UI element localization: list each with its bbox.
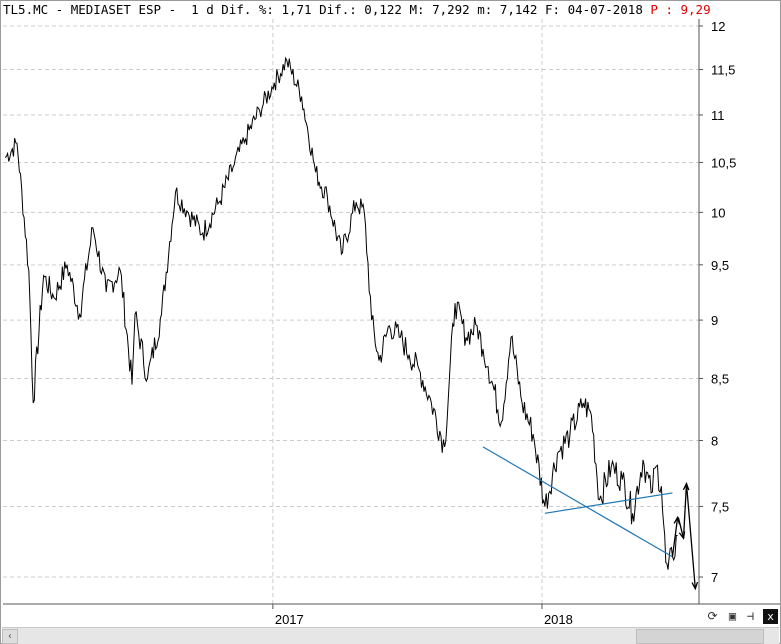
projection-arrow [685, 483, 696, 589]
y-tick-label: 9,5 [711, 258, 729, 273]
p-label: P : [650, 2, 673, 17]
arrow-layer [671, 481, 699, 591]
pin-icon[interactable]: ⊣ [746, 609, 755, 623]
close-button[interactable]: x [763, 609, 778, 624]
ticker-label: TL5.MC - MEDIASET ESP - [3, 2, 177, 17]
scroll-thumb[interactable] [636, 629, 764, 644]
horizontal-scrollbar[interactable]: ‹ [2, 627, 779, 644]
series-layer [4, 56, 678, 570]
date-value: 04-07-2018 [567, 2, 643, 17]
y-tick-label: 8,5 [711, 372, 729, 387]
max-label: M: [409, 2, 425, 17]
y-tick-label: 7 [711, 570, 718, 585]
dif-label: Dif.: [319, 2, 357, 17]
p-value: 9,29 [680, 2, 711, 17]
grid-layer [3, 19, 699, 604]
x-tick-label: 2018 [544, 612, 573, 627]
y-tick-label: 10,5 [711, 156, 736, 171]
date-label: F: [545, 2, 561, 17]
x-tick-label: 2017 [275, 612, 304, 627]
min-value: 7,142 [499, 2, 538, 17]
y-tick-label: 11 [711, 108, 725, 123]
projection-arrowhead [691, 581, 699, 591]
projection-arrow [682, 483, 688, 539]
interval-label: 1 d [191, 2, 214, 17]
scroll-left-icon[interactable]: ‹ [2, 629, 18, 644]
axis-layer: 12 11,5 11 10,5 10 9,5 9 8,5 8 7,5 7 2017 2018 [3, 19, 780, 627]
price-chart: 12 11,5 11 10,5 10 9,5 9 8,5 8 7,5 7 2017 2018 [3, 19, 780, 627]
trend-layer [482, 446, 673, 558]
y-tick-label: 10 [711, 205, 725, 220]
save-icon[interactable]: ▣ [728, 609, 737, 623]
y-tick-label: 12 [711, 19, 725, 34]
projection-arrow [671, 517, 679, 557]
y-tick-label: 8 [711, 433, 718, 448]
trendline [544, 492, 673, 514]
chart-header: TL5.MC - MEDIASET ESP - 1 d Dif. %: 1,71… [3, 2, 711, 18]
dif-value: 0,122 [364, 2, 402, 17]
y-tick-label: 7,5 [711, 499, 729, 514]
trendline [482, 446, 673, 558]
min-label: m: [477, 2, 493, 17]
y-tick-label: 9 [711, 313, 718, 328]
dif-pct-label: Dif. %: [221, 2, 274, 17]
y-tick-label: 11,5 [711, 63, 735, 78]
price-line [4, 56, 678, 570]
max-value: 7,292 [432, 2, 470, 17]
dif-pct-value: 1,71 [281, 2, 312, 17]
projection-arrow [677, 517, 685, 539]
refresh-icon[interactable]: ⟳ [707, 609, 718, 623]
